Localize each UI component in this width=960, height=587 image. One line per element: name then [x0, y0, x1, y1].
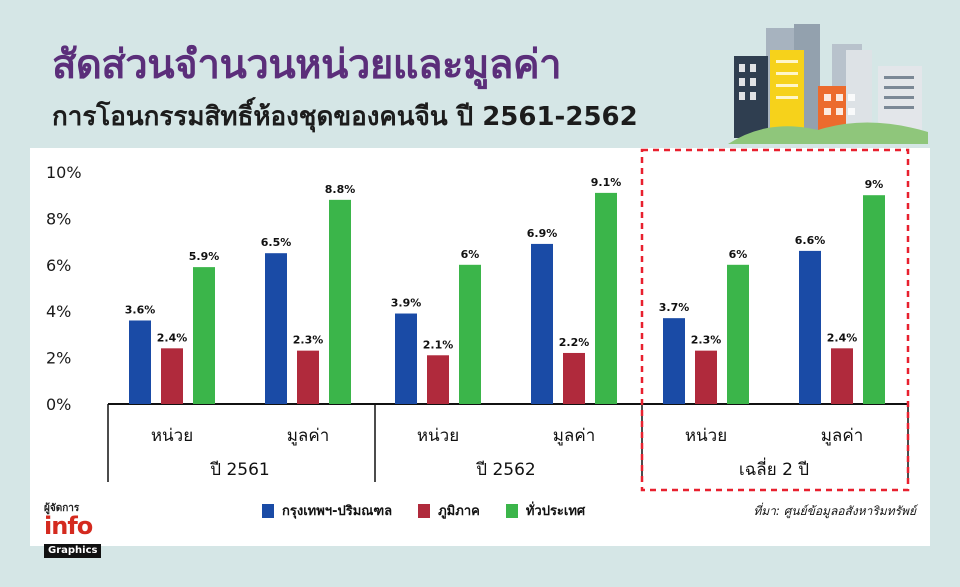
category-label: หน่วย	[685, 426, 727, 446]
bar-regional	[563, 352, 585, 404]
data-label: 9%	[865, 178, 884, 191]
y-tick-label: 0%	[46, 395, 71, 414]
bar-bkk	[129, 320, 151, 404]
legend-item-bkk: กรุงเทพฯ-ปริมณฑล	[262, 500, 392, 521]
data-label: 2.1%	[423, 338, 454, 351]
data-label: 3.6%	[125, 303, 156, 316]
legend-item-regional: ภูมิภาค	[418, 500, 480, 521]
legend-swatch-nation	[505, 503, 518, 518]
data-label: 2.2%	[559, 336, 590, 349]
data-label: 8.8%	[325, 183, 356, 196]
category-label: มูลค่า	[553, 426, 596, 446]
data-label: 5.9%	[189, 250, 220, 263]
source-note: ที่มา: ศูนย์ข้อมูลอสังหาริมทรัพย์	[753, 504, 916, 518]
legend-label-regional: ภูมิภาค	[438, 504, 480, 519]
bar-nation	[329, 199, 351, 404]
y-tick-label: 2%	[46, 349, 71, 368]
bar-bkk	[265, 253, 287, 404]
group-label: ปี 2562	[475, 460, 535, 480]
data-label: 6.9%	[527, 227, 558, 240]
bar-bkk	[663, 318, 685, 404]
data-label: 6.5%	[261, 236, 292, 249]
category-label: หน่วย	[417, 426, 459, 446]
bar-nation	[595, 192, 617, 404]
infographics-logo: ผู้จัดการ info Graphics	[44, 504, 122, 558]
category-label: มูลค่า	[287, 426, 330, 446]
data-label: 2.4%	[157, 331, 188, 344]
legend-label-nation: ทั่วประเทศ	[525, 504, 586, 519]
chart-subtitle: การโอนกรรมสิทธิ์ห้องชุดของคนจีน ปี 2561-…	[52, 102, 638, 132]
bar-regional	[297, 350, 319, 404]
bar-chart: 0% 2% 4% 6% 8% 10% 3.6% 6.5% 3.9% 6.9% 3.7% 6.6% 2.4…	[46, 148, 910, 492]
bar-nation	[459, 264, 481, 404]
data-label: 2.3%	[691, 334, 722, 347]
data-label: 6.6%	[795, 234, 826, 247]
logo-top-text: ผู้จัดการ	[44, 503, 80, 514]
chart-panel: 0% 2% 4% 6% 8% 10% 3.6% 6.5% 3.9% 6.9% 3.7% 6.6% 2.4…	[30, 148, 930, 546]
data-label: 9.1%	[591, 176, 622, 189]
bar-regional	[427, 355, 449, 404]
city-skyline-illustration	[728, 24, 928, 144]
y-tick-label: 8%	[46, 209, 71, 228]
legend: กรุงเทพฯ-ปริมณฑล ภูมิภาค ทั่วประเทศ	[262, 500, 585, 521]
group-label: เฉลี่ย 2 ปี	[739, 457, 809, 480]
data-label: 6%	[729, 248, 748, 261]
data-label: 3.7%	[659, 301, 690, 314]
bar-regional	[695, 350, 717, 404]
bar-nation	[193, 267, 215, 404]
logo-bottom-text: Graphics	[44, 544, 102, 558]
bar-nation	[863, 195, 885, 404]
category-label: หน่วย	[151, 426, 193, 446]
data-label: 2.3%	[293, 334, 324, 347]
logo-main-text: info	[44, 512, 93, 540]
bar-bkk	[395, 313, 417, 404]
legend-item-nation: ทั่วประเทศ	[505, 500, 586, 521]
group-label: ปี 2561	[209, 460, 269, 480]
highlight-box	[640, 148, 910, 492]
data-label: 3.9%	[391, 297, 422, 310]
bar-regional	[831, 348, 853, 404]
y-tick-label: 6%	[46, 256, 71, 275]
legend-swatch-bkk	[262, 503, 274, 518]
data-label: 6%	[461, 248, 480, 261]
y-tick-label: 4%	[46, 302, 71, 321]
bar-regional	[161, 348, 183, 404]
legend-swatch-regional	[418, 503, 431, 518]
legend-label-bkk: กรุงเทพฯ-ปริมณฑล	[282, 504, 393, 519]
category-label: มูลค่า	[821, 426, 864, 446]
bar-bkk	[531, 243, 553, 404]
bar-nation	[727, 264, 749, 404]
data-label: 2.4%	[827, 331, 858, 344]
y-tick-label: 10%	[46, 163, 82, 182]
bar-bkk	[799, 250, 821, 404]
chart-title: สัดส่วนจำนวนหน่วยและมูลค่า	[52, 42, 562, 88]
